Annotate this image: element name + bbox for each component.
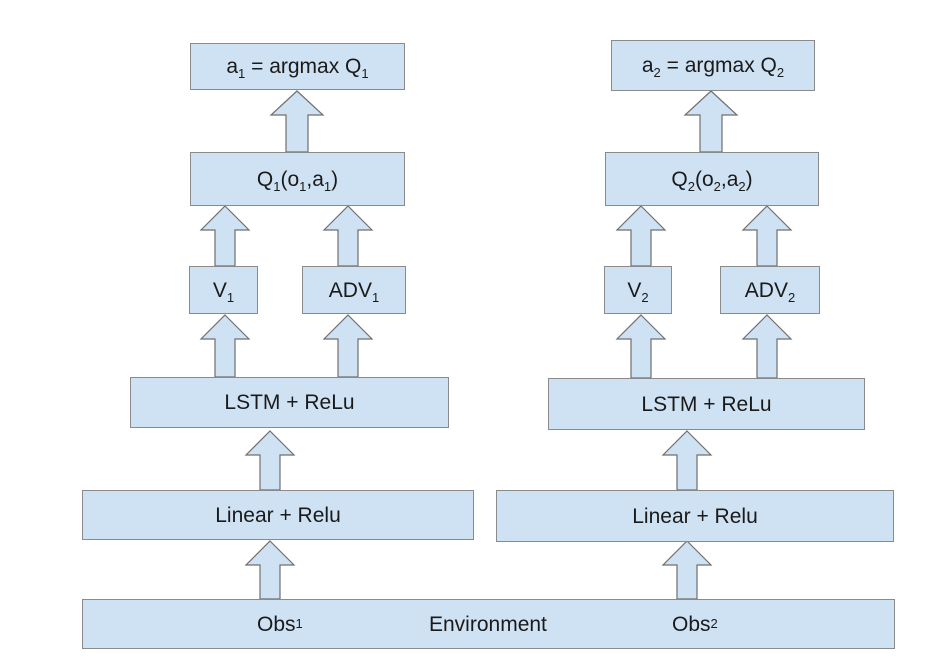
agent2-v-label: V2 [627,278,649,305]
agent2-adv-label: ADV2 [744,278,796,305]
agent2-adv-to-q-arrow [741,205,793,267]
agent2-q-box: Q2(o2,a2) [605,152,819,206]
agent1-v-to-q-arrow [199,205,251,267]
agent2-obs-to-linear-arrow [661,540,713,600]
agent1-linear-box: Linear + Relu [82,490,474,540]
agent2-q-to-action-arrow [683,90,739,153]
agent2-linear-box: Linear + Relu [496,490,894,542]
agent1-linear-label: Linear + Relu [215,503,341,527]
agent1-adv-to-q-arrow [322,205,374,267]
agent1-linear-to-lstm-arrow [244,430,296,491]
agent2-q-label: Q2(o2,a2) [671,167,753,194]
agent2-v-box: V2 [604,266,672,314]
agent1-adv-label: ADV1 [328,278,380,305]
agent2-adv-box: ADV2 [720,266,820,314]
obs2-label: Obs 2 [672,612,718,636]
agent2-action-box: a2 = argmax Q2 [611,40,815,91]
agent1-q-to-action-arrow [269,90,325,153]
environment-box: Obs 1 Environment Obs 2 [82,599,895,649]
environment-label: Environment [429,612,547,636]
agent2-lstm-box: LSTM + ReLu [548,378,865,430]
agent2-linear-to-lstm-arrow [661,430,713,491]
agent2-v-to-q-arrow [615,205,667,267]
agent1-lstm-to-adv-arrow [322,314,374,378]
agent2-lstm-to-adv-arrow [741,314,793,379]
agent1-action-box: a1 = argmax Q1 [190,43,405,90]
agent1-q-box: Q1(o1,a1) [190,152,405,206]
agent1-lstm-label: LSTM + ReLu [224,391,355,414]
agent1-v-label: V1 [212,278,235,305]
agent2-linear-label: Linear + Relu [632,504,758,528]
agent1-q-label: Q1(o1,a1) [256,167,339,194]
agent2-lstm-to-v-arrow [615,314,667,379]
agent1-lstm-to-v-arrow [199,314,251,378]
agent1-v-box: V1 [189,266,258,314]
agent1-lstm-box: LSTM + ReLu [130,377,449,428]
agent1-obs-to-linear-arrow [244,540,296,600]
agent2-action-label: a2 = argmax Q2 [641,54,785,80]
agent2-lstm-label: LSTM + ReLu [641,392,772,416]
agent1-action-label: a1 = argmax Q1 [226,55,369,81]
obs1-label: Obs 1 [257,612,303,636]
agent1-adv-box: ADV1 [302,266,406,314]
